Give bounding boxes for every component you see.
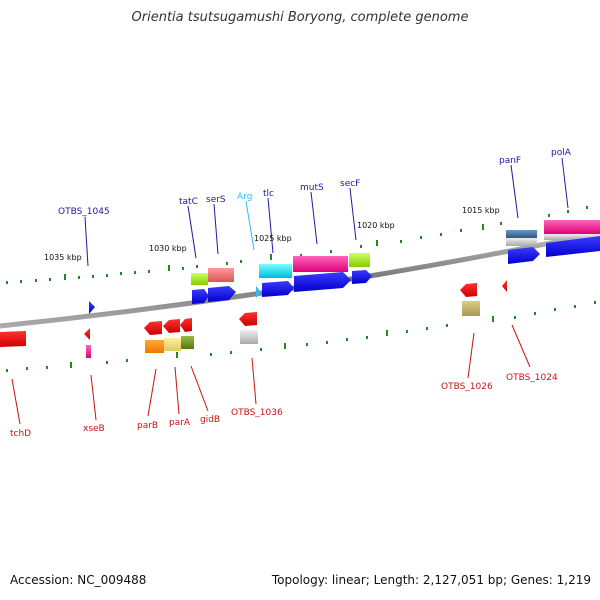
leader-OTBS_1026: [467, 332, 475, 379]
gene-class-box-parA[interactable]: [164, 338, 181, 351]
gene-arrow-xseB[interactable]: [84, 328, 90, 340]
label-OTBS_1026: OTBS_1026: [441, 382, 493, 392]
map-title: Orientia tsutsugamushi Boryong, complete…: [131, 10, 469, 25]
gene-arrow-tlc[interactable]: [262, 281, 294, 297]
leader-tlc: [267, 197, 274, 254]
gene-class-box-tatC[interactable]: [191, 273, 208, 285]
gene-class-box-gidB[interactable]: [181, 336, 194, 349]
gene-class-box-panF[interactable]: [506, 230, 537, 238]
gene-arrow-gidB[interactable]: [180, 318, 192, 332]
leader-OTBS_1036: [251, 357, 257, 405]
label-serS: serS: [206, 195, 226, 205]
gene-arrow-mutS[interactable]: [294, 272, 351, 292]
leader-tatC: [187, 205, 197, 259]
forward-tick-rail: [6, 206, 588, 284]
label-OTBS_1045: OTBS_1045: [58, 207, 110, 217]
leader-xseB: [90, 374, 97, 421]
kbp-label-1030: 1030 kbp: [149, 244, 187, 253]
gene-arrow-tatC[interactable]: [192, 289, 209, 304]
label-secF: secF: [340, 179, 360, 189]
leader-Arg: [245, 200, 255, 251]
accession-text: Accession: NC_009488: [10, 573, 147, 587]
leader-secF: [349, 187, 357, 241]
gene-arrow-parB[interactable]: [144, 321, 162, 335]
gene-arrow-OTBS_1045[interactable]: [89, 301, 95, 314]
leader-parA: [174, 366, 180, 415]
label-polA: polA: [551, 148, 572, 158]
gene-class-box-polA[interactable]: [544, 220, 600, 234]
gene-arrow-secF[interactable]: [352, 270, 372, 284]
leader-OTBS_1024: [511, 324, 531, 368]
gene-class-box-OTBS_1036[interactable]: [240, 330, 258, 344]
label-OTBS_1036: OTBS_1036: [231, 408, 283, 418]
gene-class-box-serS[interactable]: [208, 268, 234, 282]
gene-arrow-serS[interactable]: [208, 286, 236, 302]
label-parA: parA: [169, 418, 191, 428]
gene-class-box-polA-lower[interactable]: [544, 234, 600, 240]
gene-arrow-OTBS_1026[interactable]: [460, 283, 477, 297]
leader-tchD: [11, 378, 21, 425]
label-OTBS_1024: OTBS_1024: [506, 373, 558, 383]
gene-arrow-Arg[interactable]: [256, 286, 261, 298]
gene-class-box-xseB[interactable]: [86, 345, 91, 358]
label-panF: panF: [499, 156, 521, 166]
kbp-label-1035: 1035 kbp: [44, 253, 82, 262]
gene-arrow-panF[interactable]: [508, 247, 540, 264]
kbp-label-1025: 1025 kbp: [254, 234, 292, 243]
gene-arrow-OTBS_1024[interactable]: [502, 280, 507, 292]
label-gidB: gidB: [200, 415, 220, 425]
kbp-label-1015: 1015 kbp: [462, 206, 500, 215]
label-tlc: tlc: [263, 189, 274, 199]
reverse-tick-rail: [6, 301, 596, 372]
leader-parB: [147, 368, 157, 417]
gene-arrow-polA[interactable]: [546, 236, 600, 257]
gene-arrow-OTBS_1036[interactable]: [239, 312, 257, 326]
gene-arrow-parA[interactable]: [163, 319, 180, 333]
gene-class-box-panF-lower[interactable]: [506, 238, 537, 246]
leader-panF: [510, 164, 519, 219]
kbp-label-1020: 1020 kbp: [357, 221, 395, 230]
gene-class-box-OTBS_1026[interactable]: [462, 301, 480, 316]
label-tatC: tatC: [179, 197, 198, 207]
genome-summary-text: Topology: linear; Length: 2,127,051 bp; …: [271, 573, 591, 587]
leader-mutS: [310, 191, 318, 245]
leader-OTBS_1045: [84, 216, 89, 267]
gene-arrow-tchD[interactable]: [0, 331, 26, 347]
leader-polA: [561, 157, 569, 209]
label-mutS: mutS: [300, 183, 324, 193]
gene-class-box-tlc[interactable]: [259, 264, 292, 278]
leader-gidB: [190, 365, 209, 412]
leader-serS: [213, 203, 219, 255]
gene-class-box-secF[interactable]: [349, 253, 370, 267]
label-tchD: tchD: [10, 429, 31, 439]
label-parB: parB: [137, 421, 158, 431]
label-Arg: Arg: [237, 192, 252, 202]
gene-class-box-parB[interactable]: [145, 340, 164, 353]
label-xseB: xseB: [83, 424, 105, 434]
gene-class-box-mutS[interactable]: [293, 256, 348, 272]
